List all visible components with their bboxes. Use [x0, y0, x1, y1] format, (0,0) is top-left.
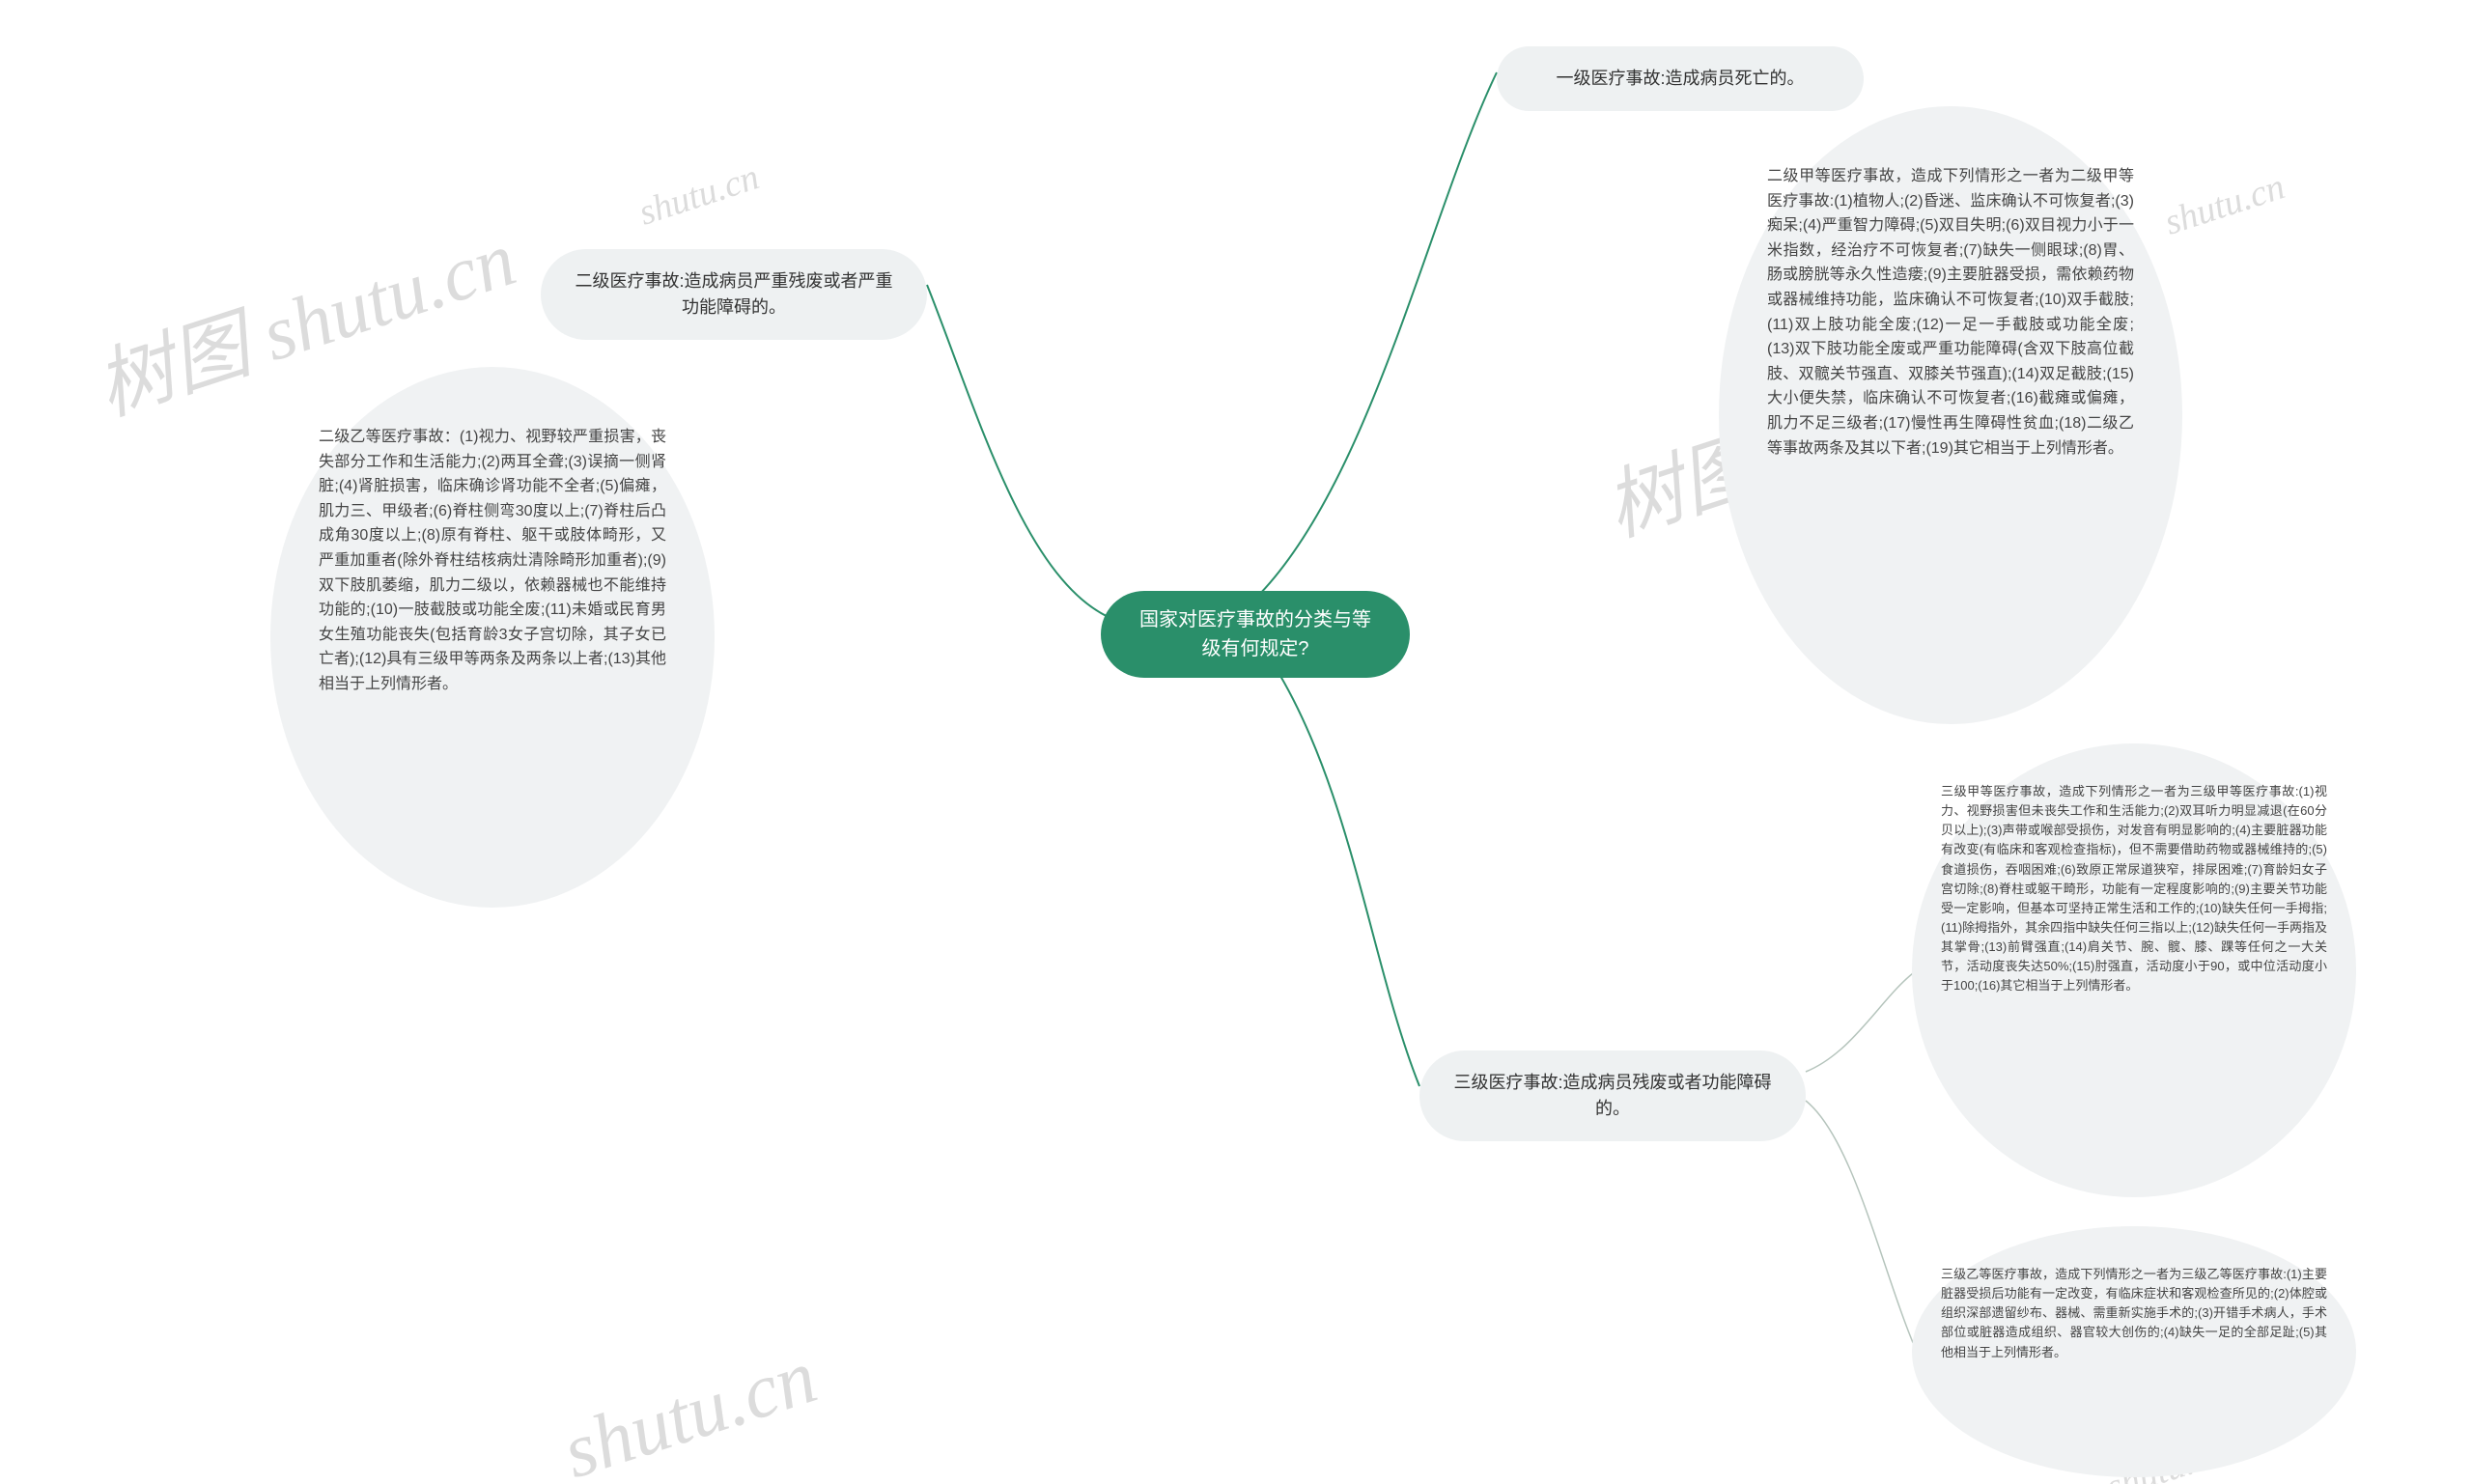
watermark: shutu.cn — [633, 155, 764, 234]
detail-blob-text: 二级乙等医疗事故：(1)视力、视野较严重损害，丧失部分工作和生活能力;(2)两耳… — [319, 429, 666, 692]
watermark: shutu.cn — [553, 1333, 828, 1484]
child-node-text: 一级医疗事故:造成病员死亡的。 — [1557, 66, 1805, 92]
edge-lvl3-lvl3b — [1806, 1101, 1917, 1352]
child-node-text: 二级医疗事故:造成病员严重残废或者严重功能障碍的。 — [570, 268, 898, 321]
detail-blob-lvl2b: 二级乙等医疗事故：(1)视力、视野较严重损害，丧失部分工作和生活能力;(2)两耳… — [270, 367, 715, 908]
central-node-text: 国家对医疗事故的分类与等级有何规定? — [1139, 605, 1371, 663]
detail-blob-text: 三级甲等医疗事故，造成下列情形之一者为三级甲等医疗事故:(1)视力、视野损害但未… — [1941, 784, 2327, 993]
central-node: 国家对医疗事故的分类与等级有何规定? — [1101, 591, 1410, 678]
watermark: shutu.cn — [2159, 165, 2289, 243]
child-node-lvl3: 三级医疗事故:造成病员残废或者功能障碍的。 — [1419, 1050, 1806, 1141]
mindmap-canvas: 树图 shutu.cnshutu.cn树图shutu.cnshutu.cnshu… — [0, 0, 2472, 1484]
detail-blob-lvl2a: 二级甲等医疗事故，造成下列情形之一者为二级甲等医疗事故:(1)植物人;(2)昏迷… — [1719, 106, 2182, 724]
edge-root-lvl1 — [1255, 72, 1497, 599]
edge-root-lvl2 — [927, 285, 1110, 618]
detail-blob-text: 二级甲等医疗事故，造成下列情形之一者为二级甲等医疗事故:(1)植物人;(2)昏迷… — [1767, 168, 2134, 457]
edge-lvl3-lvl3a — [1806, 970, 1917, 1072]
detail-blob-text: 三级乙等医疗事故，造成下列情形之一者为三级乙等医疗事故:(1)主要脏器受损后功能… — [1941, 1267, 2327, 1359]
detail-blob-lvl3b: 三级乙等医疗事故，造成下列情形之一者为三级乙等医疗事故:(1)主要脏器受损后功能… — [1912, 1226, 2356, 1477]
child-node-lvl1: 一级医疗事故:造成病员死亡的。 — [1497, 46, 1864, 111]
detail-blob-lvl3a: 三级甲等医疗事故，造成下列情形之一者为三级甲等医疗事故:(1)视力、视野损害但未… — [1912, 743, 2356, 1197]
child-node-lvl2: 二级医疗事故:造成病员严重残废或者严重功能障碍的。 — [541, 249, 927, 340]
edge-root-lvl3 — [1275, 666, 1419, 1086]
child-node-text: 三级医疗事故:造成病员残废或者功能障碍的。 — [1448, 1070, 1777, 1122]
